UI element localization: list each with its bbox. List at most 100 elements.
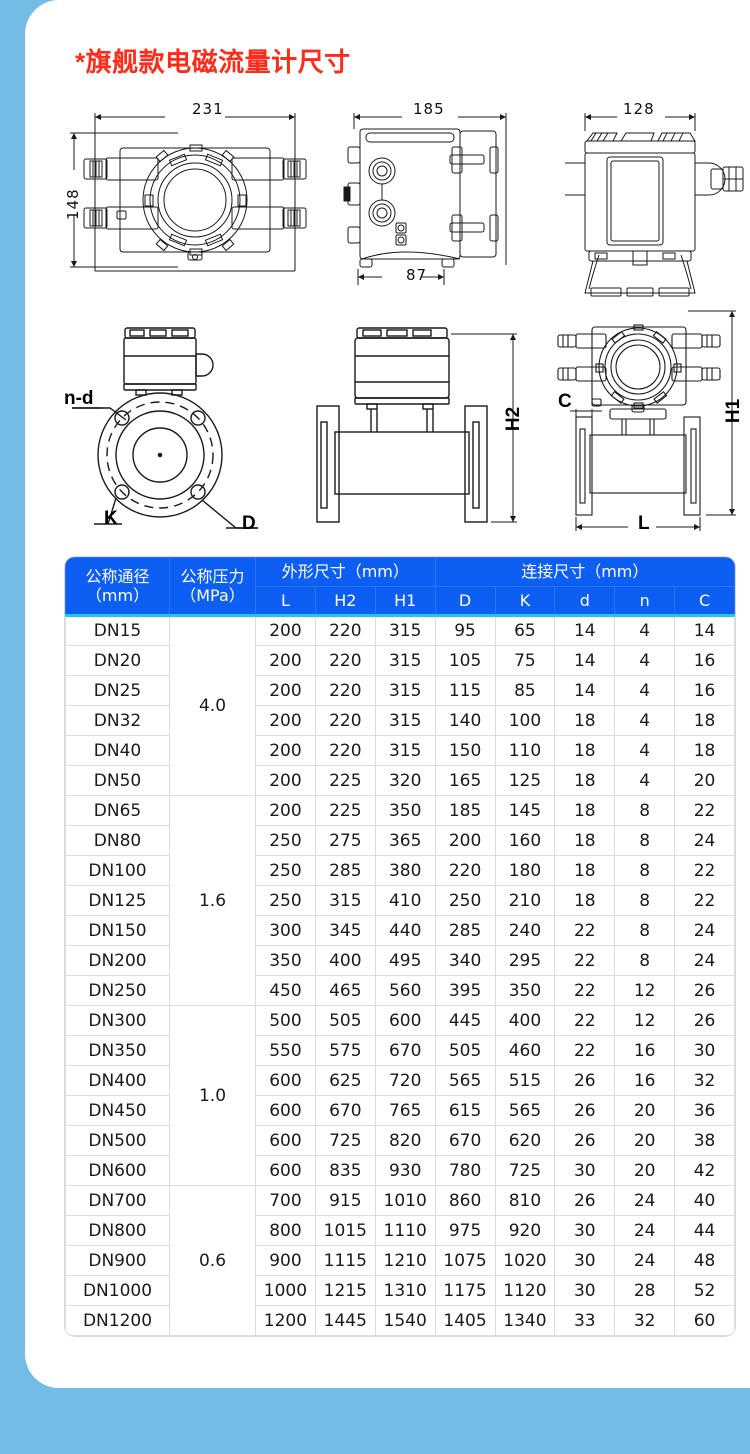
cell-H2: 220 [314, 735, 376, 767]
cell-H2: 220 [314, 615, 376, 647]
cell-nominal-diameter: DN300 [65, 1005, 170, 1037]
cell-K: 295 [494, 945, 556, 977]
cell-H1: 600 [374, 1005, 436, 1037]
cell-H1: 1310 [374, 1275, 436, 1307]
cell-n: 24 [614, 1245, 676, 1277]
label-L: L [638, 513, 650, 534]
label-H2: H2 [503, 406, 525, 432]
cell-K: 1020 [494, 1245, 556, 1277]
table-row: DN800 800 1015 1110 975 920 30 24 44 [65, 1215, 735, 1247]
header-nominal-pressure-line2: （MPa） [180, 586, 245, 606]
cell-D: 615 [434, 1095, 496, 1127]
table-row: DN700 0.6 700 915 1010 860 810 26 24 40 [65, 1185, 735, 1337]
cell-nominal-diameter: DN350 [65, 1035, 170, 1067]
drawing-flange-face-view [72, 327, 258, 529]
cell-nominal-diameter: DN200 [65, 945, 170, 977]
cell-n: 8 [614, 915, 676, 947]
table-row: DN450 600 670 765 615 565 26 20 36 [65, 1095, 735, 1127]
cell-H1: 495 [374, 945, 436, 977]
cell-L: 250 [255, 825, 316, 857]
cell-L: 200 [255, 675, 316, 707]
cell-H1: 320 [374, 765, 436, 797]
cell-H2: 1115 [314, 1245, 376, 1277]
table-row: DN1200 1200 1445 1540 1405 1340 33 32 60 [65, 1305, 735, 1337]
cell-C: 24 [674, 825, 735, 857]
cell-K: 110 [494, 735, 556, 767]
cell-d: 26 [554, 1125, 616, 1157]
cell-C: 22 [674, 855, 735, 887]
cell-D: 565 [434, 1065, 496, 1097]
cell-C: 32 [674, 1065, 735, 1097]
cell-L: 600 [255, 1065, 316, 1097]
cell-d: 26 [554, 1095, 616, 1127]
cell-H1: 410 [374, 885, 436, 917]
cell-L: 450 [255, 975, 316, 1007]
cell-d: 18 [554, 765, 616, 797]
table-row: DN900 900 1115 1210 1075 1020 30 24 48 [65, 1245, 735, 1277]
cell-K: 1120 [494, 1275, 556, 1307]
cell-H1: 440 [374, 915, 436, 947]
cell-H1: 720 [374, 1065, 436, 1097]
cell-K: 75 [494, 645, 556, 677]
cell-H2: 725 [314, 1125, 376, 1157]
table-row: DN50 200 225 320 165 125 18 4 20 [65, 765, 735, 797]
cell-L: 500 [255, 1005, 316, 1037]
table-row: DN200 350 400 495 340 295 22 8 24 [65, 945, 735, 977]
header-nominal-diameter: 公称通径 （mm） [65, 557, 170, 618]
table-row: DN300 1.0 500 505 600 445 400 22 12 26 [65, 1005, 735, 1187]
cell-H2: 670 [314, 1095, 376, 1127]
cell-H2: 915 [314, 1185, 376, 1217]
cell-d: 18 [554, 885, 616, 917]
cell-nominal-diameter: DN65 [65, 795, 170, 827]
cell-H1: 315 [374, 615, 436, 647]
table-body: DN15 4.0 200 220 315 95 65 14 4 14 DN20 200 220 315 10… [65, 615, 735, 1337]
table-row: DN400 600 625 720 565 515 26 16 32 [65, 1065, 735, 1097]
cell-D: 165 [434, 765, 496, 797]
cell-H2: 220 [314, 645, 376, 677]
cell-K: 920 [494, 1215, 556, 1247]
table-row: DN1000 1000 1215 1310 1175 1120 30 28 52 [65, 1275, 735, 1307]
cell-D: 200 [434, 825, 496, 857]
cell-L: 900 [255, 1245, 316, 1277]
cell-C: 14 [674, 615, 735, 647]
drawing-sensor-side-view [316, 327, 517, 523]
dim-87-label: 87 [406, 266, 428, 284]
cell-L: 200 [255, 735, 316, 767]
cell-K: 100 [494, 705, 556, 737]
cell-d: 22 [554, 915, 616, 947]
label-n-d: n-d [64, 388, 94, 409]
table-row: DN150 300 345 440 285 240 22 8 24 [65, 915, 735, 947]
cell-H2: 400 [314, 945, 376, 977]
cell-L: 200 [255, 645, 316, 677]
cell-L: 250 [255, 855, 316, 887]
cell-K: 145 [494, 795, 556, 827]
cell-H1: 350 [374, 795, 436, 827]
cell-d: 33 [554, 1305, 616, 1337]
dim-185-label: 185 [413, 100, 445, 118]
cell-L: 800 [255, 1215, 316, 1247]
subheader-H2: H2 [314, 585, 376, 618]
cell-K: 210 [494, 885, 556, 917]
cell-K: 515 [494, 1065, 556, 1097]
cell-n: 20 [614, 1155, 676, 1187]
subheader-L: L [255, 585, 316, 618]
cell-H1: 1110 [374, 1215, 436, 1247]
cell-nominal-diameter: DN100 [65, 855, 170, 887]
cell-H2: 575 [314, 1035, 376, 1067]
cell-n: 28 [614, 1275, 676, 1307]
dim-231-label: 231 [192, 100, 224, 118]
cell-L: 200 [255, 795, 316, 827]
cell-L: 600 [255, 1095, 316, 1127]
header-nominal-diameter-line2: （mm） [85, 586, 150, 606]
cell-L: 700 [255, 1185, 316, 1217]
cell-D: 395 [434, 975, 496, 1007]
cell-H1: 560 [374, 975, 436, 1007]
cell-L: 600 [255, 1155, 316, 1187]
cell-H1: 315 [374, 675, 436, 707]
cell-n: 20 [614, 1125, 676, 1157]
table-row: DN100 250 285 380 220 180 18 8 22 [65, 855, 735, 887]
cell-H1: 930 [374, 1155, 436, 1187]
header-nominal-diameter-line1: 公称通径 [85, 566, 150, 586]
cell-D: 95 [434, 615, 496, 647]
page-title: *旗舰款电磁流量计尺寸 [75, 47, 351, 77]
